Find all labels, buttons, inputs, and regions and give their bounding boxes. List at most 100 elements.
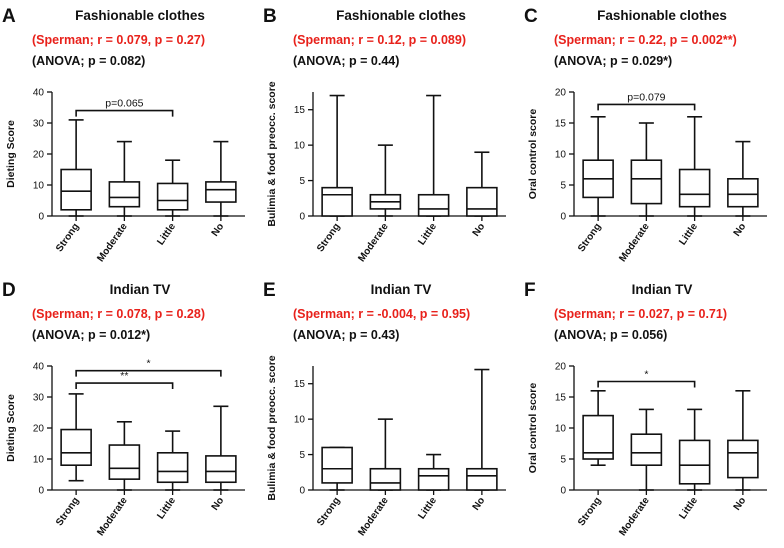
y-tick-label: 10	[33, 455, 45, 466]
panel-f: F Indian TV (Sperman; r = 0.027, p = 0.71)…	[522, 274, 783, 548]
panel-e: E Indian TV (Sperman; r = -0.004, p = 0.95…	[261, 274, 522, 548]
box-iqr	[369, 467, 402, 491]
x-tick-label: No	[210, 221, 227, 238]
panel-label: C	[524, 6, 538, 27]
box-iqr	[60, 168, 92, 211]
x-tick-label: Moderate	[356, 221, 391, 264]
anova-stat: (ANOVA; p = 0.43)	[293, 328, 399, 342]
y-tick-label: 15	[294, 379, 306, 390]
y-tick-label: 0	[560, 212, 566, 223]
chart-title: Indian TV	[632, 282, 693, 297]
chart-svg: D Indian TV (Sperman; r = 0.078, p = 0.28)…	[2, 280, 245, 538]
box-iqr	[417, 467, 450, 491]
box-strong	[321, 94, 353, 217]
box-moderate	[630, 408, 663, 491]
y-tick-label: 10	[555, 424, 567, 435]
x-tick-label: Little	[677, 221, 700, 247]
y-tick-label: 0	[299, 212, 305, 223]
anova-stat: (ANOVA; p = 0.44)	[293, 54, 399, 68]
bracket-line	[75, 382, 174, 390]
box-no	[205, 140, 237, 217]
box-little	[678, 408, 711, 491]
box-iqr	[205, 455, 237, 484]
box-iqr	[156, 182, 189, 211]
box-strong	[60, 119, 92, 217]
chart-svg: E Indian TV (Sperman; r = -0.004, p = 0.95…	[263, 280, 506, 538]
panel-label: F	[524, 280, 536, 301]
box-iqr	[108, 444, 141, 480]
y-axis-label: Oral control score	[527, 383, 539, 474]
box-no	[727, 390, 759, 491]
box-little	[156, 159, 189, 217]
y-tick-label: 40	[33, 362, 45, 373]
y-tick-label: 0	[560, 486, 566, 497]
bracket-line	[75, 109, 174, 117]
x-tick-label: Little	[155, 495, 178, 521]
y-tick-label: 15	[294, 105, 306, 116]
chart-title: Fashionable clothes	[597, 8, 727, 23]
chart-svg: B Fashionable clothes (Sperman; r = 0.12, …	[263, 6, 506, 264]
chart-title: Indian TV	[110, 282, 171, 297]
y-axis-label: Dieting Score	[5, 120, 17, 188]
significance-bracket: **	[75, 370, 174, 390]
bracket-line	[597, 103, 696, 111]
box-strong	[582, 116, 614, 217]
box-little	[417, 94, 450, 217]
y-axis-label: Dieting Score	[5, 394, 17, 462]
x-tick-label: No	[471, 495, 488, 512]
box-iqr	[156, 452, 189, 484]
x-tick-label: Moderate	[95, 221, 130, 264]
y-tick-label: 10	[294, 141, 306, 152]
x-tick-label: Strong	[315, 221, 342, 254]
significance-bracket: p=0.065	[75, 98, 174, 117]
y-axis-label: Bulimia & food preocc. score	[266, 81, 278, 226]
box-iqr	[727, 178, 759, 208]
bracket-label: *	[644, 369, 648, 381]
spearman-stat: (Sperman; r = 0.22, p = 0.002**)	[554, 33, 737, 47]
box-no	[466, 151, 498, 217]
box-iqr	[321, 186, 353, 217]
spearman-stat: (Sperman; r = 0.078, p = 0.28)	[32, 307, 205, 321]
y-tick-label: 5	[299, 176, 305, 187]
box-moderate	[369, 144, 402, 217]
box-iqr	[466, 186, 498, 217]
spearman-stat: (Sperman; r = -0.004, p = 0.95)	[293, 307, 470, 321]
x-tick-label: No	[732, 495, 749, 512]
y-tick-label: 30	[33, 393, 45, 404]
y-tick-label: 5	[560, 455, 566, 466]
chart-title: Fashionable clothes	[336, 8, 466, 23]
x-tick-label: Strong	[54, 221, 81, 254]
box-iqr	[727, 439, 759, 479]
y-tick-label: 5	[560, 181, 566, 192]
y-tick-label: 10	[555, 150, 567, 161]
x-tick-label: Little	[416, 495, 439, 521]
significance-bracket: p=0.079	[597, 91, 696, 111]
y-tick-label: 20	[555, 88, 567, 99]
box-little	[678, 116, 711, 217]
x-tick-label: Strong	[54, 495, 81, 528]
anova-stat: (ANOVA; p = 0.056)	[554, 328, 667, 342]
spearman-stat: (Sperman; r = 0.079, p = 0.27)	[32, 33, 205, 47]
x-tick-label: Little	[677, 495, 700, 521]
x-tick-label: Little	[416, 221, 439, 247]
box-no	[205, 405, 237, 491]
bracket-line	[75, 369, 222, 377]
box-moderate	[369, 418, 402, 491]
panel-a: A Fashionable clothes (Sperman; r = 0.079,…	[0, 0, 261, 274]
y-axis-label: Bulimia & food preocc. score	[266, 355, 278, 500]
x-tick-label: Little	[155, 221, 178, 247]
chart-svg: F Indian TV (Sperman; r = 0.027, p = 0.71)…	[524, 280, 767, 538]
panel-b: B Fashionable clothes (Sperman; r = 0.12, …	[261, 0, 522, 274]
box-no	[727, 140, 759, 217]
panel-label: B	[263, 6, 277, 27]
box-iqr	[582, 414, 614, 460]
box-iqr	[678, 168, 711, 208]
y-tick-label: 40	[33, 88, 45, 99]
bracket-label: p=0.065	[105, 98, 143, 110]
x-tick-label: Moderate	[95, 495, 130, 538]
x-tick-label: Moderate	[617, 221, 652, 264]
y-tick-label: 30	[33, 119, 45, 130]
anova-stat: (ANOVA; p = 0.082)	[32, 54, 145, 68]
box-iqr	[108, 181, 141, 208]
y-tick-label: 20	[555, 362, 567, 373]
